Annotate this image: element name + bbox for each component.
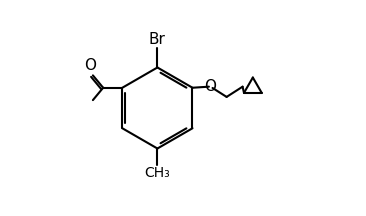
Text: Br: Br (149, 32, 166, 47)
Text: O: O (84, 58, 96, 73)
Text: O: O (205, 79, 217, 94)
Text: CH₃: CH₃ (145, 166, 170, 179)
